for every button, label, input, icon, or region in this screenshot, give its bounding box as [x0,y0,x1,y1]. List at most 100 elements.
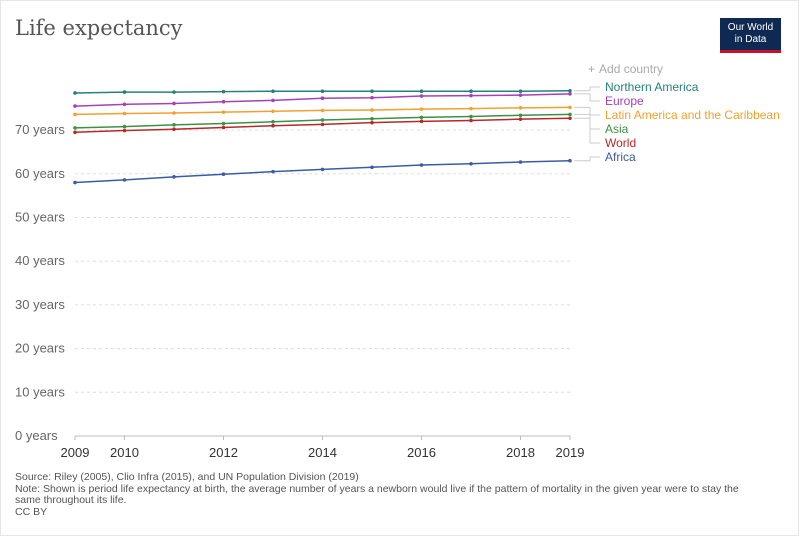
license-text: CC BY [15,505,48,518]
legend-connector [574,113,600,130]
line-chart: 0 years 10 years 20 years 30 years 40 years 5… [15,80,780,460]
data-point [271,169,275,174]
y-tick-label: 20 years [15,341,65,356]
legend-connector [574,93,600,102]
data-point [518,106,523,110]
owid-logo[interactable]: Our World in Data [720,18,781,53]
data-point [73,126,77,130]
data-point [122,128,127,133]
data-point [469,114,473,119]
add-country-label: Add country [599,62,664,76]
data-point [172,101,176,106]
data-point [271,119,275,124]
data-point [221,89,226,94]
data-point [419,115,424,120]
data-point [370,95,374,100]
data-point [122,178,127,182]
data-point [370,89,374,94]
legend-label: World [605,136,636,150]
x-tick-label: 2010 [110,445,139,460]
data-point [221,125,226,130]
data-point [568,158,572,163]
data-point [568,92,572,96]
y-tick-label: 60 years [15,166,65,181]
y-tick-label: 10 years [15,384,65,399]
legend-label: Europe [605,94,644,108]
legend-connector [574,106,600,116]
data-point [73,130,77,135]
data-point [271,98,275,103]
y-tick-label: 50 years [15,210,65,225]
data-point [518,89,523,94]
data-point [419,163,424,167]
chart-footer: Source: Riley (2005), Clio Infra (2015),… [15,471,755,518]
data-point [73,91,77,95]
data-point [469,161,473,166]
data-point [469,106,473,111]
data-point [320,96,325,100]
logo-accent-bar [720,50,781,53]
data-point [320,108,325,113]
data-point [221,172,226,177]
add-country-button[interactable]: + Add country [588,62,663,76]
x-axis-ticks: 2009 2010 2012 2014 2016 2018 2019 [61,436,585,460]
data-point [271,109,275,114]
x-tick-label: 2009 [61,445,90,460]
data-point [370,108,374,112]
chart-title: Life expectancy [15,16,183,40]
source-text: Source: Riley (2005), Clio Infra (2015),… [15,471,359,483]
note-text: Note: Shown is period life expectancy at… [15,482,739,506]
data-point [221,99,226,104]
legend-connector [574,156,600,162]
x-tick-label: 2019 [556,445,585,460]
data-point [518,113,523,118]
data-point [122,90,127,94]
x-tick-label: 2016 [407,445,436,460]
data-point [172,123,176,127]
data-point [518,93,523,97]
y-tick-label: 0 years [15,428,58,443]
data-point [320,167,325,172]
data-point [469,118,473,123]
legend-connector [574,117,600,144]
data-point [568,116,572,121]
data-point [73,180,77,185]
data-point [320,122,325,127]
legend-label: Latin America and the Caribbean [605,108,780,122]
data-point [271,123,275,128]
data-point [419,119,424,124]
legend-label: Asia [605,122,629,136]
data-point [419,94,424,98]
data-point [568,88,572,93]
legend-label: Northern America [605,80,699,94]
y-tick-label: 70 years [15,122,65,137]
logo-line-1: Our World [727,22,774,33]
x-tick-label: 2018 [506,445,535,460]
data-point [568,112,572,117]
data-point [221,121,226,126]
series-lines [73,88,572,185]
grid-lines [75,129,570,437]
data-point [568,105,572,110]
data-point [221,110,226,114]
data-point [122,111,127,116]
data-point [469,93,473,98]
data-point [518,160,523,164]
data-point [518,117,523,121]
data-point [172,175,176,179]
data-point [271,89,275,94]
data-point [469,89,473,94]
data-point [370,165,374,170]
data-point [370,116,374,121]
data-point [122,124,127,129]
data-point [73,112,77,117]
data-point [320,118,325,122]
data-point [320,89,325,94]
data-point [172,90,176,94]
data-point [73,104,77,108]
series-line [74,159,571,184]
x-tick-label: 2012 [209,445,238,460]
legend-label: Africa [605,150,636,164]
data-point [122,102,127,107]
